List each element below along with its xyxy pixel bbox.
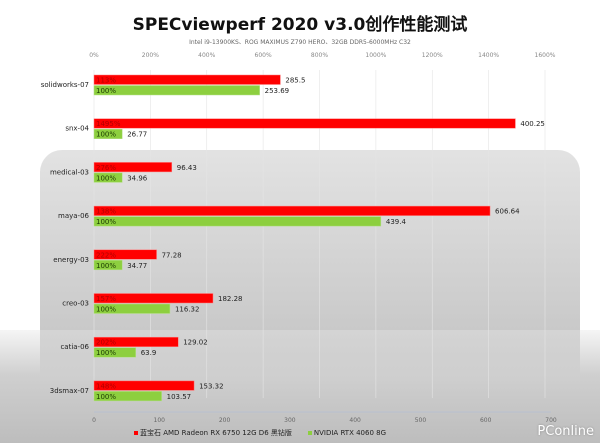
bar-amd	[93, 118, 516, 129]
category-label: maya-06	[58, 212, 90, 220]
value-label: 253.69	[265, 87, 290, 95]
percent-label: 276%	[96, 164, 116, 172]
top-tick-label: 1000%	[365, 52, 386, 59]
top-tick-label: 0%	[89, 52, 99, 59]
bottom-tick-label: 600	[480, 417, 492, 424]
bar-amd	[93, 162, 173, 173]
top-tick-label: 600%	[255, 52, 272, 59]
percent-label: 157%	[96, 295, 116, 303]
percent-label: 100%	[96, 174, 116, 182]
value-label: 96.43	[177, 164, 197, 172]
category-label: 3dsmax-07	[50, 387, 89, 395]
legend-label: NVIDIA RTX 4060 8G	[313, 429, 387, 437]
value-label: 153.32	[199, 382, 224, 390]
bar-nvidia	[93, 216, 382, 227]
legend-swatch	[307, 431, 312, 435]
value-label: 606.64	[495, 208, 520, 216]
category-label: creo-03	[62, 300, 89, 308]
bar-amd	[93, 336, 179, 347]
bottom-tick-label: 400	[349, 417, 361, 424]
percent-label: 100%	[96, 218, 116, 226]
top-tick-label: 800%	[311, 52, 328, 59]
value-label: 77.28	[162, 251, 182, 259]
bottom-tick-label: 100	[154, 417, 166, 424]
bar-nvidia	[93, 260, 123, 271]
percent-label: 100%	[96, 87, 116, 95]
value-label: 34.96	[127, 174, 148, 182]
percent-label: 100%	[96, 262, 116, 270]
percent-label: 222%	[96, 251, 116, 259]
top-tick-label: 1200%	[422, 52, 443, 59]
bar-nvidia	[93, 85, 260, 96]
value-label: 116.32	[175, 306, 200, 314]
value-label: 400.25	[520, 120, 545, 128]
bar-amd	[93, 380, 195, 391]
bar-nvidia	[93, 347, 136, 358]
bar-nvidia	[93, 128, 123, 139]
value-label: 182.28	[218, 295, 243, 303]
value-label: 129.02	[183, 339, 208, 347]
category-label: solidworks-07	[41, 81, 89, 89]
top-tick-label: 1600%	[535, 52, 556, 59]
bar-nvidia	[93, 391, 162, 402]
percent-label: 100%	[96, 349, 116, 357]
legend-item-amd: 蓝宝石 AMD Radeon RX 6750 12G D6 黑钻版	[133, 428, 292, 438]
legend-label: 蓝宝石 AMD Radeon RX 6750 12G D6 黑钻版	[139, 429, 292, 437]
category-label: snx-04	[65, 125, 89, 133]
bar-amd	[93, 205, 491, 216]
top-tick-label: 400%	[198, 52, 215, 59]
value-label: 439.4	[386, 218, 407, 226]
pconline-logo: PConline	[537, 424, 594, 439]
value-label: 103.57	[167, 393, 192, 401]
bar-nvidia	[93, 303, 171, 314]
bar-amd	[93, 293, 214, 304]
percent-label: 100%	[96, 393, 116, 401]
value-label: 63.9	[141, 349, 157, 357]
category-label: medical-03	[50, 168, 89, 176]
bottom-tick-label: 300	[284, 417, 296, 424]
value-label: 26.77	[127, 131, 147, 139]
bottom-tick-label: 200	[219, 417, 231, 424]
bar-nvidia	[93, 172, 123, 183]
percent-label: 100%	[96, 306, 116, 314]
legend: 蓝宝石 AMD Radeon RX 6750 12G D6 黑钻版 NVIDIA…	[0, 428, 560, 438]
top-tick-label: 200%	[142, 52, 159, 59]
bottom-tick-label: 700	[545, 417, 557, 424]
legend-swatch	[133, 431, 138, 435]
bottom-tick-label: 0	[92, 417, 96, 424]
percent-label: 100%	[96, 131, 116, 139]
bar-amd	[93, 249, 157, 260]
category-label: energy-03	[53, 256, 89, 264]
bar-amd	[93, 74, 281, 85]
value-label: 285.5	[285, 77, 305, 85]
percent-label: 113%	[96, 77, 116, 85]
category-label: catia-06	[60, 343, 89, 351]
top-tick-label: 1400%	[478, 52, 499, 59]
percent-label: 148%	[96, 382, 116, 390]
value-label: 34.77	[127, 262, 147, 270]
percent-label: 138%	[96, 208, 116, 216]
chart-title: SPECviewperf 2020 v3.0创作性能测试	[132, 15, 468, 35]
chart-subtitle: Intel i9-13900KS、ROG MAXIMUS Z790 HERO、3…	[189, 39, 411, 46]
percent-label: 202%	[96, 339, 116, 347]
percent-label: 1495%	[96, 120, 121, 128]
bottom-tick-label: 500	[415, 417, 427, 424]
legend-item-nvidia: NVIDIA RTX 4060 8G	[307, 428, 387, 438]
